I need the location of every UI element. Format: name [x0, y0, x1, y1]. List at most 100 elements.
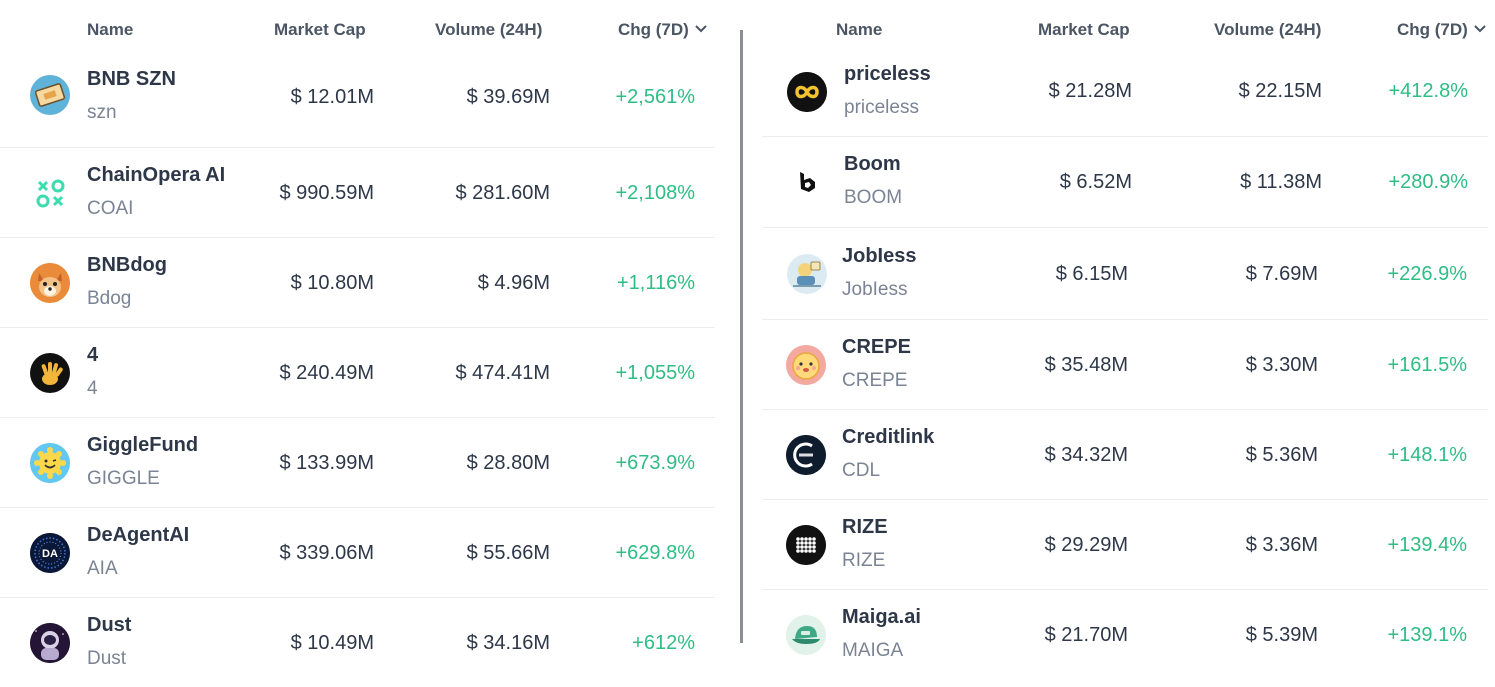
volume-value: $ 22.15M	[1238, 80, 1322, 102]
creditlink-logo-icon	[786, 435, 826, 475]
table-row[interactable]: Maiga.ai MAIGA $ 21.70M $ 5.39M +139.1%	[762, 589, 1488, 679]
change-value: +629.8%	[615, 542, 695, 564]
change-value: +139.4%	[1387, 534, 1467, 556]
coai-logo-icon	[30, 173, 70, 213]
token-name[interactable]: DeAgentAI	[87, 524, 190, 546]
table-row[interactable]: BNB SZN szn $ 12.01M $ 39.69M +2,561%	[0, 58, 715, 147]
column-header-volume[interactable]: Volume (24H)	[435, 20, 543, 39]
token-symbol: COAI	[87, 198, 134, 219]
market-cap-value: $ 6.15M	[1055, 263, 1128, 285]
change-value: +161.5%	[1387, 354, 1467, 376]
table-row[interactable]: BNBdog Bdog $ 10.80M $ 4.96M +1,116%	[0, 237, 715, 327]
change-value: +280.9%	[1388, 171, 1468, 193]
right-token-table: Name Market Cap Volume (24H) Chg (7D) pr…	[762, 0, 1488, 679]
column-header-name[interactable]: Name	[87, 20, 134, 39]
volume-value: $ 5.39M	[1245, 624, 1318, 646]
token-name[interactable]: Creditlink	[842, 426, 935, 448]
token-name[interactable]: RIZE	[842, 516, 888, 538]
market-cap-value: $ 990.59M	[279, 182, 374, 204]
table-row[interactable]: Creditlink CDL $ 34.32M $ 5.36M +148.1%	[762, 409, 1488, 499]
volume-value: $ 5.36M	[1245, 444, 1318, 466]
change-value: +673.9%	[615, 452, 695, 474]
crepe-face-icon	[786, 345, 826, 385]
token-symbol: CREPE	[842, 370, 908, 391]
token-symbol: MAIGA	[842, 640, 904, 661]
market-cap-value: $ 21.28M	[1048, 80, 1132, 102]
table-row[interactable]: Boom BOOM $ 6.52M $ 11.38M +280.9%	[762, 136, 1488, 227]
table-row[interactable]: ChainOpera AI COAI $ 990.59M $ 281.60M +…	[0, 147, 715, 237]
boom-b-icon	[787, 162, 827, 202]
token-name[interactable]: BNB SZN	[87, 68, 176, 90]
market-cap-value: $ 34.32M	[1044, 444, 1128, 466]
left-table-body: BNB SZN szn $ 12.01M $ 39.69M +2,561% Ch…	[0, 58, 715, 687]
token-symbol: priceless	[844, 97, 919, 118]
table-row[interactable]: Dust Dust $ 10.49M $ 34.16M +612%	[0, 597, 715, 687]
token-name[interactable]: CREPE	[842, 336, 911, 358]
change-value: +2,108%	[615, 182, 695, 204]
volume-value: $ 11.38M	[1240, 171, 1322, 193]
table-row[interactable]: 4 4 $ 240.49M $ 474.41M +1,055%	[0, 327, 715, 417]
market-cap-value: $ 29.29M	[1044, 534, 1128, 556]
token-symbol: CDL	[842, 460, 881, 481]
column-header-change[interactable]: Chg (7D)	[618, 20, 707, 40]
token-symbol: GIGGLE	[87, 468, 160, 489]
token-name[interactable]: GiggleFund	[87, 434, 199, 456]
table-row[interactable]: DA DeAgentAI AIA $ 339.06M $ 55.66M +629…	[0, 507, 715, 597]
change-value: +412.8%	[1388, 80, 1468, 102]
token-name[interactable]: priceless	[844, 63, 931, 85]
token-name[interactable]: JobIess	[842, 245, 917, 267]
cartoon-character-icon	[787, 254, 827, 294]
token-name[interactable]: Dust	[87, 614, 132, 636]
change-value: +148.1%	[1387, 444, 1467, 466]
infinity-icon	[787, 72, 827, 112]
token-symbol: Bdog	[87, 288, 132, 309]
change-value: +2,561%	[615, 86, 695, 108]
column-header-change[interactable]: Chg (7D)	[1397, 20, 1486, 40]
chevron-down-icon[interactable]	[1474, 25, 1486, 33]
column-header-market-cap[interactable]: Market Cap	[1038, 20, 1130, 39]
green-cap-icon	[786, 615, 826, 655]
svg-text:DA: DA	[42, 548, 58, 560]
volume-value: $ 55.66M	[466, 542, 550, 564]
smiley-sun-icon	[30, 443, 70, 483]
table-row[interactable]: RIZE RIZE $ 29.29M $ 3.36M +139.4%	[762, 499, 1488, 589]
chevron-down-icon[interactable]	[695, 25, 707, 33]
column-header-change-label: Chg (7D)	[1397, 20, 1468, 39]
table-row[interactable]: JobIess JobIess $ 6.15M $ 7.69M +226.9%	[762, 227, 1488, 319]
market-cap-value: $ 21.70M	[1044, 624, 1128, 646]
market-cap-value: $ 10.49M	[290, 632, 374, 654]
market-cap-value: $ 339.06M	[279, 542, 374, 564]
shiba-dog-icon	[30, 263, 70, 303]
rize-dots-icon	[786, 525, 826, 565]
token-symbol: szn	[87, 102, 117, 123]
token-symbol: RIZE	[842, 550, 886, 571]
change-value: +1,055%	[615, 362, 695, 384]
token-name[interactable]: 4	[87, 344, 99, 366]
market-cap-value: $ 10.80M	[290, 272, 374, 294]
token-name[interactable]: ChainOpera AI	[87, 164, 226, 186]
volume-value: $ 474.41M	[455, 362, 550, 384]
four-hand-icon	[30, 353, 70, 393]
table-row[interactable]: GiggleFund GIGGLE $ 133.99M $ 28.80M +67…	[0, 417, 715, 507]
right-table-body: priceless priceless $ 21.28M $ 22.15M +4…	[762, 58, 1488, 679]
token-name[interactable]: Maiga.ai	[842, 606, 921, 628]
token-name[interactable]: BNBdog	[87, 254, 167, 276]
volume-value: $ 281.60M	[455, 182, 550, 204]
table-header: Name Market Cap Volume (24H) Chg (7D)	[762, 0, 1488, 58]
table-row[interactable]: priceless priceless $ 21.28M $ 22.15M +4…	[762, 58, 1488, 136]
token-symbol: AIA	[87, 558, 118, 579]
volume-value: $ 7.69M	[1245, 263, 1318, 285]
panel-divider	[740, 30, 743, 643]
column-header-name[interactable]: Name	[836, 20, 883, 39]
table-row[interactable]: CREPE CREPE $ 35.48M $ 3.30M +161.5%	[762, 319, 1488, 409]
column-header-volume[interactable]: Volume (24H)	[1214, 20, 1322, 39]
volume-value: $ 39.69M	[466, 86, 550, 108]
column-header-market-cap[interactable]: Market Cap	[274, 20, 366, 39]
volume-value: $ 34.16M	[466, 632, 550, 654]
change-value: +1,116%	[616, 272, 695, 294]
left-token-table: Name Market Cap Volume (24H) Chg (7D) BN…	[0, 0, 715, 687]
token-name[interactable]: Boom	[844, 153, 901, 175]
change-value: +139.1%	[1387, 624, 1467, 646]
volume-value: $ 3.30M	[1245, 354, 1318, 376]
change-value: +612%	[632, 632, 695, 654]
